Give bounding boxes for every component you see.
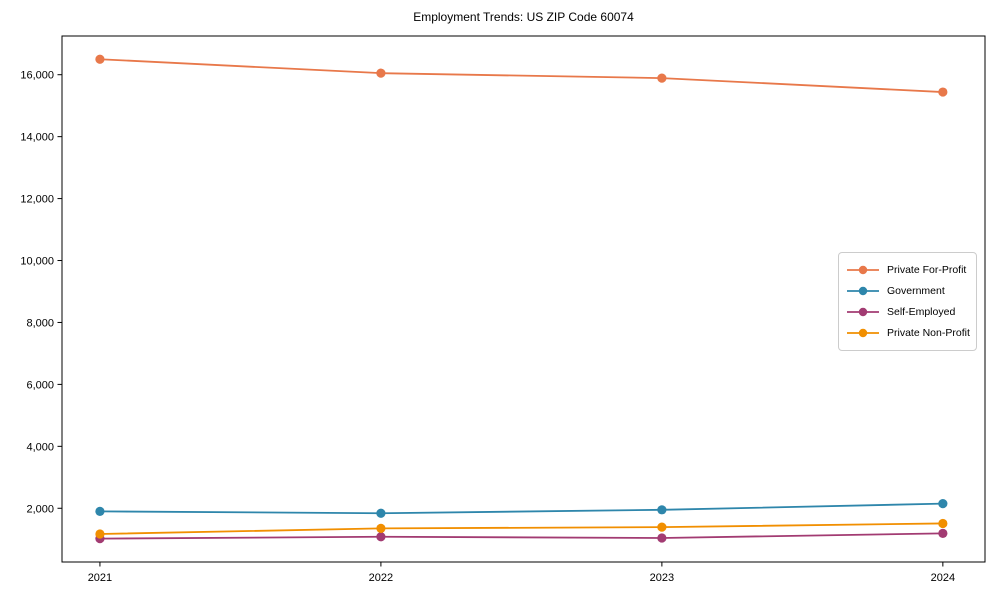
data-point-marker	[938, 518, 948, 529]
data-point-marker	[376, 523, 386, 533]
data-point-marker	[938, 528, 948, 538]
data-point-marker	[657, 505, 667, 515]
y-tick-label: 14,000	[20, 132, 54, 144]
legend: Private For-Profit Government Self-Employe…	[838, 252, 977, 351]
y-tick-label: 4,000	[26, 441, 54, 453]
data-point-marker	[376, 68, 386, 78]
y-tick-label: 6,000	[26, 379, 54, 391]
chart-title: Employment Trends: US ZIP Code 60074	[413, 10, 634, 24]
series-line	[99, 532, 943, 540]
data-point-marker	[376, 532, 386, 542]
x-tick-label: 2024	[931, 572, 955, 584]
data-point-marker	[938, 87, 948, 97]
legend-entry: Private Non-Profit	[847, 323, 970, 343]
x-tick-label: 2023	[650, 572, 674, 584]
data-point-marker	[376, 508, 386, 518]
legend-label: Self-Employed	[887, 306, 956, 318]
legend-line-marker-icon	[847, 265, 879, 275]
data-point-marker	[95, 506, 105, 516]
data-point-marker	[95, 529, 105, 539]
y-tick-label: 10,000	[20, 256, 54, 268]
y-tick-label: 8,000	[26, 317, 54, 329]
y-tick-label: 16,000	[20, 70, 54, 82]
series-line	[99, 522, 943, 535]
legend-entry: Government	[847, 281, 968, 301]
plot-frame	[61, 35, 986, 563]
data-point-marker	[657, 73, 667, 83]
legend-label: Private Non-Profit	[887, 327, 970, 339]
data-point-marker	[657, 533, 667, 543]
y-tick-label: 12,000	[20, 194, 54, 206]
x-tick-label: 2022	[369, 572, 393, 584]
series-line	[99, 502, 943, 515]
legend-label: Private For-Profit	[887, 264, 967, 276]
series-line	[99, 58, 943, 93]
data-point-marker	[95, 54, 105, 64]
x-tick-label: 2021	[88, 572, 112, 584]
legend-entry: Private For-Profit	[847, 260, 968, 280]
legend-label: Government	[887, 285, 945, 297]
legend-line-marker-icon	[847, 286, 879, 296]
legend-line-marker-icon	[847, 328, 879, 338]
legend-entry: Self-Employed	[847, 302, 968, 322]
y-tick-label: 2,000	[26, 503, 54, 515]
data-point-marker	[938, 499, 948, 509]
legend-line-marker-icon	[847, 307, 879, 317]
data-point-marker	[657, 522, 667, 532]
